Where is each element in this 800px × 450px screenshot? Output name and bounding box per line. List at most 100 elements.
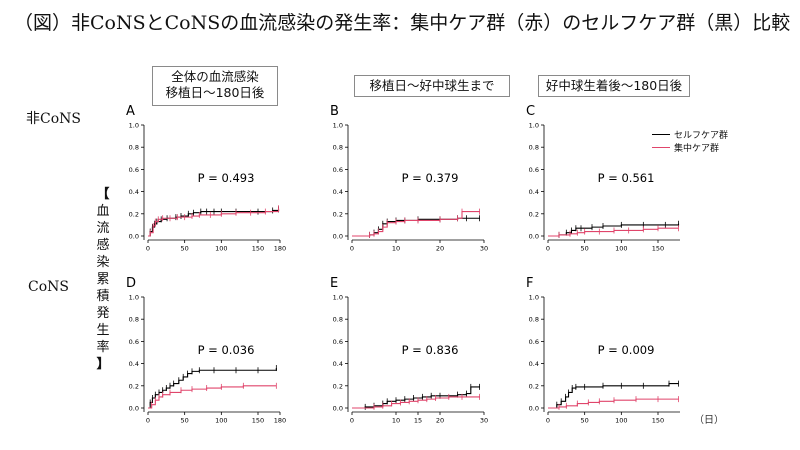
y-tick-label: 0.4 xyxy=(333,360,343,368)
y-label-close-bracket: 】 xyxy=(96,357,110,372)
legend-label-self-care: セルフケア群 xyxy=(674,131,729,141)
x-tick-label: 0 xyxy=(546,245,550,253)
y-tick-label: 1.0 xyxy=(333,294,343,302)
header-post-engraftment: 好中球生着後〜180日後 xyxy=(538,75,690,97)
y-tick-label: 0.6 xyxy=(129,338,139,346)
series-line-intensive-care xyxy=(352,211,480,237)
series-line-intensive-care xyxy=(148,208,280,237)
legend-swatch-intensive-care xyxy=(652,147,670,148)
y-tick-label: 0.4 xyxy=(129,188,139,196)
y-label-char: 流 xyxy=(96,221,110,236)
y-tick-label: 0.0 xyxy=(129,233,139,241)
series-line-self-care xyxy=(352,386,480,409)
header-pre-engraftment: 移植日〜好中球生まで xyxy=(354,75,510,97)
series-line-intensive-care xyxy=(548,398,679,409)
x-tick-label: 50 xyxy=(181,245,189,253)
y-tick-label: 0.2 xyxy=(129,210,139,218)
y-tick-label: 0.0 xyxy=(529,233,539,241)
y-tick-label: 1.0 xyxy=(529,122,539,130)
x-tick-label: 150 xyxy=(252,417,264,425)
header-overall-line1: 全体の血流感染 xyxy=(171,69,259,84)
legend: セルフケア群 集中ケア群 xyxy=(652,128,728,154)
panel-letter: C xyxy=(526,104,535,119)
legend-item-self-care: セルフケア群 xyxy=(652,128,728,141)
y-tick-label: 0.4 xyxy=(333,188,343,196)
p-value-label: P = 0.836 xyxy=(402,343,459,357)
y-tick-label: 0.2 xyxy=(333,382,343,390)
x-tick-label: 100 xyxy=(615,245,627,253)
y-tick-label: 0.6 xyxy=(529,166,539,174)
p-value-label: P = 0.493 xyxy=(198,171,255,185)
p-value-label: P = 0.009 xyxy=(598,343,655,357)
y-tick-label: 0.8 xyxy=(129,144,139,152)
y-label-char: 血 xyxy=(96,204,110,219)
series-line-intensive-care xyxy=(352,396,480,409)
y-tick-label: 1.0 xyxy=(333,122,343,130)
x-tick-label: 50 xyxy=(181,417,189,425)
y-tick-label: 0.0 xyxy=(333,233,343,241)
y-tick-label: 1.0 xyxy=(129,294,139,302)
y-tick-label: 0.0 xyxy=(333,405,343,413)
y-label-char: 染 xyxy=(96,255,110,270)
header-overall-line2: 移植日〜180日後 xyxy=(165,85,265,100)
panel-d-chart: D 0.0 0.2 0.4 0.6 0.8 1.0 0 50 100 150 180 P = 0.036 xyxy=(126,276,286,425)
y-label-char: 生 xyxy=(96,323,110,338)
x-tick-label: 0 xyxy=(146,245,150,253)
x-tick-label: 10 xyxy=(392,245,400,253)
y-tick-label: 0.4 xyxy=(529,360,539,368)
series-line-intensive-care xyxy=(148,385,277,409)
y-tick-label: 0.4 xyxy=(529,188,539,196)
y-label-char: 率 xyxy=(96,340,110,355)
panel-letter: A xyxy=(126,104,135,119)
y-tick-label: 0.6 xyxy=(129,166,139,174)
x-tick-label: 150 xyxy=(652,417,664,425)
series-line-self-care xyxy=(548,383,679,409)
x-tick-label: 0 xyxy=(146,417,150,425)
panel-letter: F xyxy=(526,276,533,291)
x-tick-label: 50 xyxy=(581,417,589,425)
p-value-label: P = 0.561 xyxy=(598,171,655,185)
y-label-open-bracket: 【 xyxy=(96,187,110,202)
x-tick-label: 0 xyxy=(350,417,354,425)
y-tick-label: 0.8 xyxy=(529,316,539,324)
figure-title: （図）非CoNSとCoNSの血流感染の発生率：集中ケア群（赤）のセルフケア群（黒… xyxy=(14,12,791,34)
x-tick-label: 20 xyxy=(436,417,444,425)
x-unit-label: （日） xyxy=(694,415,724,426)
x-tick-label: 20 xyxy=(436,245,444,253)
y-tick-label: 0.4 xyxy=(129,360,139,368)
series-line-self-care xyxy=(148,209,280,237)
legend-item-intensive-care: 集中ケア群 xyxy=(652,141,728,154)
y-tick-label: 0.6 xyxy=(333,338,343,346)
panel-b-chart: B 0.0 0.2 0.4 0.6 0.8 1.0 0 10 20 30 P = 0.379 xyxy=(330,104,488,253)
x-tick-label: 50 xyxy=(581,245,589,253)
y-label-char: 感 xyxy=(96,238,110,253)
y-tick-label: 0.2 xyxy=(333,210,343,218)
x-tick-label: 30 xyxy=(480,417,488,425)
panel-a-chart: A 0.0 0.2 0.4 0.6 0.8 1.0 0 50 100 150 180 P = 0.493 xyxy=(126,104,286,253)
x-tick-label: 180 xyxy=(274,417,286,425)
panel-e-chart: E 0.0 0.2 0.4 0.6 0.8 1.0 0 10 15 20 30 P = 0.836 xyxy=(330,276,488,425)
x-tick-label: 100 xyxy=(215,245,227,253)
x-tick-label: 150 xyxy=(652,245,664,253)
x-tick-label: 10 xyxy=(392,417,400,425)
header-overall: 全体の血流感染 移植日〜180日後 xyxy=(152,66,278,106)
x-tick-label: 15 xyxy=(414,417,422,425)
panel-letter: B xyxy=(330,104,339,119)
panel-letter: E xyxy=(330,276,338,291)
y-label-char: 発 xyxy=(96,306,110,321)
row-label-cons: CoNS xyxy=(28,279,69,295)
y-tick-label: 1.0 xyxy=(129,122,139,130)
y-tick-label: 0.8 xyxy=(333,316,343,324)
y-tick-label: 0.6 xyxy=(529,338,539,346)
p-value-label: P = 0.379 xyxy=(402,171,459,185)
legend-label-intensive-care: 集中ケア群 xyxy=(674,144,720,154)
panel-f-chart: F 0.0 0.2 0.4 0.6 0.8 1.0 0 50 100 150 P = 0.009 xyxy=(526,276,680,425)
y-tick-label: 1.0 xyxy=(529,294,539,302)
p-value-label: P = 0.036 xyxy=(198,343,255,357)
x-tick-label: 150 xyxy=(252,245,264,253)
series-line-intensive-care xyxy=(548,227,679,237)
y-tick-label: 0.2 xyxy=(129,382,139,390)
y-tick-label: 0.2 xyxy=(529,382,539,390)
y-tick-label: 0.8 xyxy=(529,144,539,152)
x-tick-label: 30 xyxy=(480,245,488,253)
